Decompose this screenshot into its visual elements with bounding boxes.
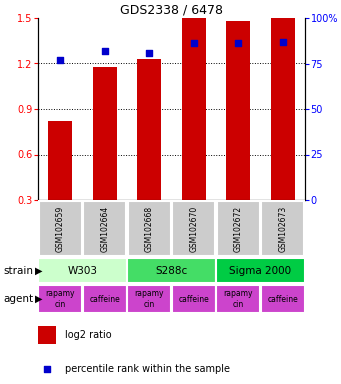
Bar [217,201,260,256]
Text: GSM102670: GSM102670 [189,205,198,252]
Point [102,48,107,54]
Text: caffeine: caffeine [89,295,120,303]
Point [58,57,63,63]
Bar [38,326,56,344]
Bar [39,258,127,283]
Text: log2 ratio: log2 ratio [65,330,112,340]
Bar [217,258,305,283]
Bar [181,18,206,200]
Point [236,40,241,46]
Text: Sigma 2000: Sigma 2000 [229,265,292,275]
Bar [217,285,260,313]
Text: GSM102659: GSM102659 [56,205,65,252]
Bar [226,21,251,200]
Text: agent: agent [3,294,33,304]
Text: caffeine: caffeine [267,295,298,303]
Point [44,366,50,372]
Text: GSM102672: GSM102672 [234,205,243,252]
Bar [270,18,295,200]
Bar [39,201,81,256]
Point [147,50,152,56]
Text: caffeine: caffeine [178,295,209,303]
Text: ▶: ▶ [35,294,43,304]
Text: GSM102673: GSM102673 [278,205,287,252]
Bar [128,258,216,283]
Bar [92,66,117,200]
Bar [137,59,162,200]
Text: W303: W303 [68,265,98,275]
Bar [262,201,304,256]
Bar [261,285,305,313]
Bar [128,201,170,256]
Bar [83,285,127,313]
Bar [84,201,126,256]
Text: S288c: S288c [155,265,188,275]
Text: percentile rank within the sample: percentile rank within the sample [65,364,230,374]
Point [191,40,196,46]
Bar [39,285,82,313]
Bar [172,285,216,313]
Point [280,38,285,45]
Bar [173,201,215,256]
Text: GSM102668: GSM102668 [145,205,154,252]
Text: rapamy
cin: rapamy cin [45,289,75,309]
Bar [128,285,171,313]
Text: strain: strain [3,265,33,275]
Text: rapamy
cin: rapamy cin [134,289,164,309]
Title: GDS2338 / 6478: GDS2338 / 6478 [120,4,223,17]
Text: ▶: ▶ [35,265,43,275]
Text: rapamy
cin: rapamy cin [223,289,253,309]
Text: GSM102664: GSM102664 [100,205,109,252]
Bar [48,121,73,200]
